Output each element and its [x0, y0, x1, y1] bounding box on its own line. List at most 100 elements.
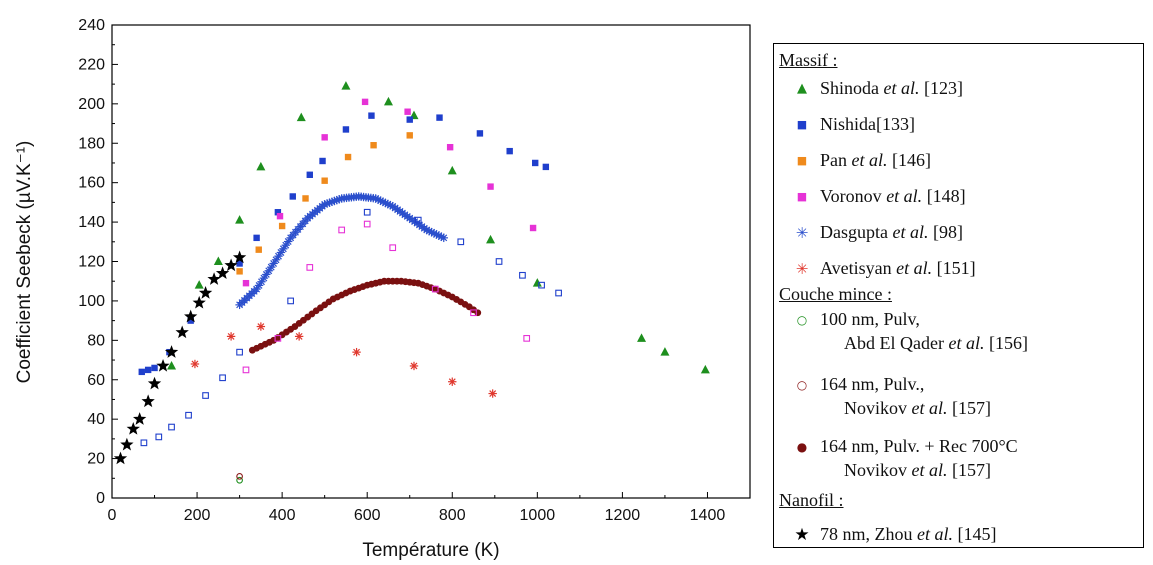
data-point	[363, 208, 371, 216]
data-point	[495, 258, 503, 265]
series-square	[138, 112, 550, 376]
data-point	[207, 272, 221, 285]
y-tick-label: 80	[87, 332, 105, 349]
x-tick-label: 1400	[690, 507, 726, 524]
y-tick-label: 100	[78, 293, 105, 310]
data-point	[506, 147, 513, 155]
series-triangle	[167, 81, 710, 374]
series-square-open	[287, 208, 562, 305]
y-axis-label: Coefficient Seebeck (µV.K⁻¹)	[14, 141, 35, 384]
data-point-stroke	[227, 332, 235, 340]
data-point	[274, 209, 282, 216]
legend-label: Pan et al. [146]	[820, 150, 931, 170]
data-point	[126, 422, 140, 435]
series-asterisk	[235, 192, 448, 310]
data-point	[236, 476, 243, 484]
data-point	[236, 472, 243, 480]
data-point-stroke	[257, 323, 265, 330]
data-point	[321, 134, 328, 141]
seebeck-scatter-chart: 0 200 400 600 800 1000 1200 1400 0 20 40 60 80 100 12…	[14, 17, 751, 561]
x-tick-label: 1200	[605, 507, 641, 524]
data-point	[306, 171, 313, 178]
legend-label-line2: Novikov et al. [157]	[844, 398, 991, 418]
square-icon: ■	[796, 190, 808, 203]
data-point	[147, 376, 162, 390]
data-point	[255, 246, 262, 253]
data-point	[529, 224, 537, 232]
data-point	[190, 359, 200, 369]
star-icon: ★	[794, 525, 810, 545]
legend-label: 164 nm, Pulv.,	[820, 374, 925, 394]
data-point	[185, 411, 192, 419]
y-tick-label: 140	[78, 214, 105, 231]
data-point	[342, 126, 350, 133]
data-point	[144, 366, 152, 374]
data-point	[470, 309, 477, 317]
data-point	[486, 234, 496, 244]
y-axis-ticks: 0 20 40 60 80 100 120 140 160 180 200 220 240	[78, 17, 118, 507]
data-point	[368, 112, 375, 119]
data-point	[370, 142, 377, 149]
data-point	[151, 364, 158, 372]
data-point	[198, 286, 213, 299]
data-point	[289, 193, 296, 200]
data-point	[363, 220, 371, 228]
data-point	[361, 98, 369, 106]
data-point	[538, 281, 545, 289]
x-tick-label: 400	[269, 507, 296, 524]
series-circle-open	[236, 472, 243, 480]
data-point	[439, 233, 448, 243]
data-point	[294, 332, 304, 341]
legend-section-couche: Couche mince :	[779, 284, 892, 304]
legend-label: 78 nm, Zhou et al. [145]	[820, 524, 997, 544]
data-point	[488, 389, 497, 398]
y-tick-label: 220	[78, 56, 105, 73]
data-point	[242, 279, 250, 287]
data-point-stroke	[353, 348, 361, 356]
data-point	[224, 258, 238, 272]
square-icon: ■	[796, 118, 808, 131]
series-square	[236, 132, 413, 275]
data-point	[319, 157, 326, 165]
x-tick-label: 1000	[520, 507, 556, 524]
data-point	[167, 360, 177, 370]
data-point	[446, 143, 454, 151]
data-point	[276, 212, 284, 220]
legend-label: 100 nm, Pulv,	[820, 309, 920, 329]
legend-label: 164 nm, Pulv. + Rec 700°C	[820, 436, 1018, 456]
data-point	[141, 394, 155, 408]
data-point	[344, 153, 352, 161]
data-point	[253, 234, 260, 242]
data-point	[138, 368, 145, 376]
data-point	[213, 256, 223, 265]
data-point-stroke	[489, 390, 497, 397]
data-point	[532, 278, 542, 287]
data-point	[184, 309, 198, 323]
data-point	[202, 392, 209, 399]
y-tick-label: 60	[87, 372, 105, 389]
y-tick-label: 120	[78, 254, 105, 271]
data-point	[194, 280, 204, 289]
data-point	[296, 112, 306, 122]
data-point	[700, 364, 710, 374]
data-point	[457, 238, 465, 246]
filled-circle-icon: ●	[796, 440, 808, 454]
data-point	[140, 439, 148, 447]
data-point	[447, 165, 457, 175]
data-point	[132, 412, 147, 425]
triangle-icon: ▲	[797, 81, 807, 96]
x-tick-label: 800	[439, 507, 466, 524]
legend-label: Avetisyan et al. [151]	[820, 258, 976, 278]
data-point	[409, 361, 419, 371]
series-star	[113, 250, 247, 465]
legend-box: Massif : ▲ Shinoda et al. [123] ■ Nishid…	[773, 43, 1144, 548]
data-point	[637, 333, 647, 342]
data-point	[236, 260, 243, 267]
data-point	[476, 130, 484, 137]
data-point	[555, 289, 562, 297]
data-point	[532, 159, 539, 167]
y-tick-label: 200	[78, 96, 105, 113]
asterisk-icon: ✳	[795, 260, 809, 278]
data-point	[542, 163, 550, 171]
data-point	[448, 377, 457, 386]
